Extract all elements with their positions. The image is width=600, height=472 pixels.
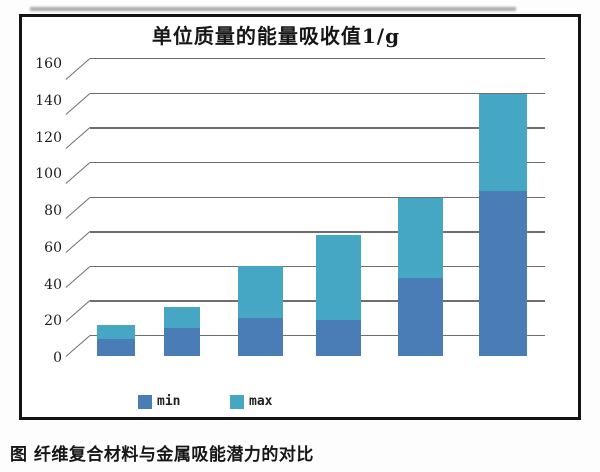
axis-elbow-line [65, 300, 91, 323]
y-tick-label: 60 [44, 239, 62, 256]
gridline [90, 127, 545, 129]
y-tick-label: 80 [44, 203, 62, 219]
bar-max-segment [97, 324, 135, 339]
gridline [90, 58, 545, 60]
bar-min-segment [164, 328, 200, 356]
bar-min-segment [237, 317, 283, 356]
axis-elbow-line [65, 265, 91, 288]
scan-shadow-artifact [30, 7, 516, 11]
y-tick-label: 20 [44, 313, 62, 330]
axis-elbow-line [65, 335, 91, 358]
bar-max-segment [315, 234, 361, 320]
axis-elbow-line [65, 231, 91, 254]
gridline [90, 231, 545, 233]
axis-elbow-line [65, 127, 91, 150]
legend-item-min: min [138, 394, 180, 410]
y-tick-label: 0 [53, 350, 62, 366]
legend-label: min [157, 394, 181, 409]
y-tick-label: 140 [35, 92, 62, 109]
legend-label: max [249, 394, 273, 409]
y-tick-label: 160 [35, 56, 62, 72]
bar-min-segment [315, 319, 361, 356]
y-tick-label: 40 [44, 276, 62, 293]
gridline [90, 196, 545, 198]
axis-elbow-line [65, 58, 91, 81]
bar-max-segment [479, 94, 527, 192]
plot-area: 160 140 120 100 80 60 40 20 0 [22, 17, 578, 417]
axis-elbow-line [65, 161, 91, 185]
chart-title: 单位质量的能量吸收值1/g [151, 24, 401, 48]
axis-elbow-line [65, 196, 91, 219]
bar-max-segment [397, 198, 443, 278]
axis-elbow-line [65, 92, 91, 115]
bar-max-segment [164, 307, 200, 329]
gridline [90, 161, 545, 164]
bar-min-segment [97, 338, 135, 356]
bar-min-segment [397, 277, 443, 356]
legend-swatch-max [230, 395, 244, 409]
legend-item-max: max [230, 394, 272, 410]
legend-swatch-min [138, 395, 152, 409]
bar-max-segment [237, 265, 283, 318]
chart-legend: min max [22, 394, 578, 412]
bar-min-segment [479, 191, 527, 356]
figure-caption: 图 纤维复合材料与金属吸能潜力的对比 [10, 445, 314, 465]
y-tick-label: 120 [35, 129, 62, 146]
y-tick-label: 100 [35, 166, 62, 183]
chart-frame: 单位质量的能量吸收值1/g 160 140 120 100 80 60 40 20 0 min m… [19, 14, 581, 420]
gridline [90, 92, 545, 95]
